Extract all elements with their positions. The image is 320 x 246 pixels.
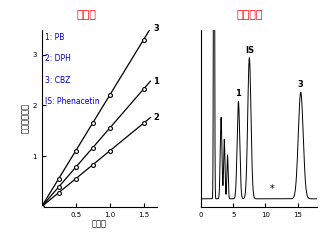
Y-axis label: ピーク面積比: ピーク面積比 — [20, 103, 29, 133]
Text: 3: CBZ: 3: CBZ — [45, 76, 70, 85]
Text: IS: IS — [245, 46, 254, 55]
Text: 未知試料: 未知試料 — [236, 10, 263, 20]
Text: 1: PB: 1: PB — [45, 33, 64, 42]
Text: 2: DPH: 2: DPH — [45, 54, 71, 63]
Text: *: * — [269, 184, 274, 194]
Text: IS: Phenacetin: IS: Phenacetin — [45, 97, 100, 106]
X-axis label: 濃度比: 濃度比 — [92, 219, 107, 228]
Text: 3: 3 — [298, 80, 304, 89]
Text: 3: 3 — [153, 24, 159, 33]
Text: 1: 1 — [236, 90, 241, 98]
Text: 2: 2 — [153, 113, 159, 122]
Text: 1: 1 — [153, 77, 159, 86]
Text: 検量線: 検量線 — [76, 10, 96, 20]
